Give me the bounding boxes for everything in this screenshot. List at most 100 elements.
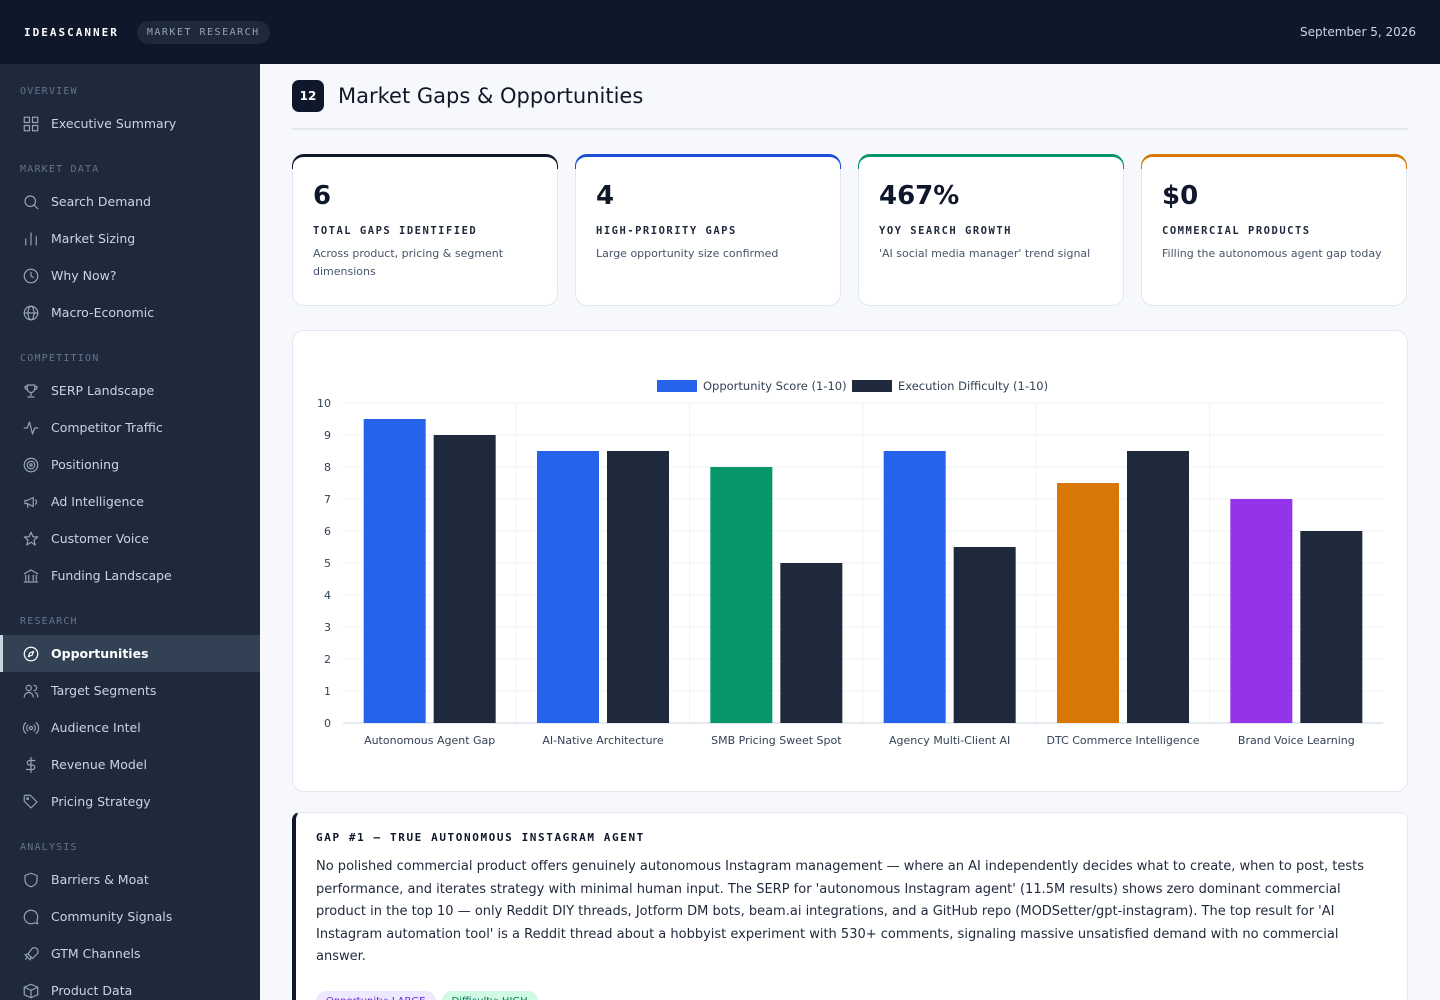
bank-icon bbox=[22, 567, 40, 585]
sidebar-item-customer-voice[interactable]: Customer Voice bbox=[0, 520, 260, 557]
stat-value: 6 bbox=[313, 181, 332, 211]
sidebar-item-why-now[interactable]: Why Now? bbox=[0, 257, 260, 294]
bar-opportunity bbox=[1230, 499, 1293, 723]
bar-opportunity bbox=[710, 467, 773, 723]
stat-card: 6 TOTAL GAPS IDENTIFIED Across product, pr… bbox=[292, 154, 558, 306]
report-date: September 5, 2026 bbox=[1300, 25, 1416, 39]
tag-icon bbox=[22, 793, 40, 811]
message-icon bbox=[22, 908, 40, 926]
bar-opportunity bbox=[363, 419, 426, 723]
bar-opportunity bbox=[1057, 483, 1119, 723]
sidebar-item-label: Market Sizing bbox=[51, 231, 136, 246]
y-tick-label: 0 bbox=[324, 717, 331, 730]
sidebar-item-executive-summary[interactable]: Executive Summary bbox=[0, 105, 260, 142]
sidebar-item-market-sizing[interactable]: Market Sizing bbox=[0, 220, 260, 257]
sidebar-item-product-data[interactable]: Product Data bbox=[0, 972, 260, 1000]
y-tick-label: 8 bbox=[324, 461, 331, 474]
sidebar-item-community-signals[interactable]: Community Signals bbox=[0, 898, 260, 935]
sidebar-item-ad-intelligence[interactable]: Ad Intelligence bbox=[0, 483, 260, 520]
sidebar-item-label: Product Data bbox=[51, 983, 133, 998]
sidebar-item-label: Barriers & Moat bbox=[51, 872, 149, 887]
search-icon bbox=[22, 193, 40, 211]
difficulty-tag: Difficulty: HIGH bbox=[441, 990, 538, 1000]
grid-icon bbox=[22, 115, 40, 133]
sidebar-item-label: Executive Summary bbox=[51, 116, 177, 131]
target-icon bbox=[22, 456, 40, 474]
stat-label: COMMERCIAL PRODUCTS bbox=[1162, 225, 1311, 237]
stat-card: 4 HIGH-PRIORITY GAPS Large opportunity siz… bbox=[575, 154, 841, 306]
stat-description: Across product, pricing & segment dimens… bbox=[313, 247, 504, 279]
stat-label: YOY SEARCH GROWTH bbox=[879, 225, 1012, 237]
dollar-icon bbox=[22, 756, 40, 774]
sidebar-item-label: Funding Landscape bbox=[51, 568, 172, 583]
sidebar-item-label: Customer Voice bbox=[51, 531, 149, 546]
sidebar-section-label: ANALYSIS bbox=[20, 842, 78, 853]
sidebar-item-label: Pricing Strategy bbox=[51, 794, 151, 809]
box-icon bbox=[22, 982, 40, 1000]
sidebar-item-label: SERP Landscape bbox=[51, 383, 155, 398]
sidebar-item-label: Competitor Traffic bbox=[51, 420, 163, 435]
page-header: 12 Market Gaps & Opportunities bbox=[292, 64, 1408, 130]
sidebar-item-label: Search Demand bbox=[51, 194, 151, 209]
shield-icon bbox=[22, 871, 40, 889]
stat-description: 'AI social media manager' trend signal bbox=[879, 247, 1091, 260]
sidebar-item-macro-economic[interactable]: Macro-Economic bbox=[0, 294, 260, 331]
sidebar-item-label: Audience Intel bbox=[51, 720, 141, 735]
trophy-icon bbox=[22, 382, 40, 400]
y-tick-label: 4 bbox=[324, 589, 331, 602]
sidebar-item-label: Ad Intelligence bbox=[51, 494, 144, 509]
compass-icon bbox=[22, 645, 40, 663]
x-tick-label: SMB Pricing Sweet Spot bbox=[711, 734, 842, 747]
sidebar-section-label: RESEARCH bbox=[20, 616, 78, 627]
sidebar-item-competitor-traffic[interactable]: Competitor Traffic bbox=[0, 409, 260, 446]
sidebar-item-positioning[interactable]: Positioning bbox=[0, 446, 260, 483]
stat-value: 467% bbox=[879, 181, 960, 211]
opportunity-chart: 0 1 2 3 4 5 6 7 8 9 10 Autonomous Agent Gap AI-Nativ… bbox=[292, 330, 1408, 792]
y-tick-label: 6 bbox=[324, 525, 331, 538]
gap-tags: Opportunity: LARGE Difficulty: HIGH bbox=[316, 990, 1387, 1000]
bar-difficulty bbox=[607, 451, 669, 723]
sidebar-item-revenue-model[interactable]: Revenue Model bbox=[0, 746, 260, 783]
sidebar-item-gtm-channels[interactable]: GTM Channels bbox=[0, 935, 260, 972]
section-number-badge: 12 bbox=[292, 80, 324, 112]
stat-value: 4 bbox=[596, 181, 615, 211]
bar-difficulty bbox=[780, 563, 843, 723]
y-tick-label: 2 bbox=[324, 653, 331, 666]
x-tick-label: DTC Commerce Intelligence bbox=[1047, 734, 1200, 747]
page-title: Market Gaps & Opportunities bbox=[338, 84, 644, 108]
sidebar-item-label: Why Now? bbox=[51, 268, 117, 283]
sidebar-item-label: Revenue Model bbox=[51, 757, 147, 772]
stat-cards: 6 TOTAL GAPS IDENTIFIED Across product, pr… bbox=[292, 154, 1408, 306]
sidebar: OVERVIEW Executive Summary MARKET DATA Sear… bbox=[0, 64, 260, 1000]
sidebar-item-search-demand[interactable]: Search Demand bbox=[0, 183, 260, 220]
sidebar-item-label: GTM Channels bbox=[51, 946, 141, 961]
sidebar-item-label: Macro-Economic bbox=[51, 305, 155, 320]
stat-card: $0 COMMERCIAL PRODUCTS Filling the autonom… bbox=[1141, 154, 1407, 306]
bar-opportunity bbox=[883, 451, 946, 723]
sidebar-item-label: Positioning bbox=[51, 457, 119, 472]
bar-difficulty bbox=[1300, 531, 1363, 723]
sidebar-item-audience-intel[interactable]: Audience Intel bbox=[0, 709, 260, 746]
users-icon bbox=[22, 682, 40, 700]
sidebar-item-pricing-strategy[interactable]: Pricing Strategy bbox=[0, 783, 260, 820]
sidebar-item-label: Opportunities bbox=[51, 646, 149, 661]
globe-icon bbox=[22, 304, 40, 322]
sidebar-item-target-segments[interactable]: Target Segments bbox=[0, 672, 260, 709]
clock-icon bbox=[22, 267, 40, 285]
x-tick-label: Agency Multi-Client AI bbox=[889, 734, 1010, 747]
sidebar-item-funding-landscape[interactable]: Funding Landscape bbox=[0, 557, 260, 594]
y-tick-label: 7 bbox=[324, 493, 331, 506]
bar-difficulty bbox=[953, 547, 1016, 723]
rocket-icon bbox=[22, 945, 40, 963]
y-tick-label: 5 bbox=[324, 557, 331, 570]
legend-label: Execution Difficulty (1-10) bbox=[898, 379, 1048, 393]
gap-title: GAP #1 — TRUE AUTONOMOUS INSTAGRAM AGENT bbox=[316, 831, 645, 844]
sidebar-item-barriers-moat[interactable]: Barriers & Moat bbox=[0, 861, 260, 898]
sidebar-item-serp-landscape[interactable]: SERP Landscape bbox=[0, 372, 260, 409]
legend-swatch bbox=[852, 380, 892, 392]
sidebar-item-opportunities[interactable]: Opportunities bbox=[0, 635, 260, 672]
stat-value: $0 bbox=[1162, 181, 1199, 211]
brand-logo[interactable]: IDEASCANNER bbox=[24, 25, 119, 39]
sidebar-item-label: Community Signals bbox=[51, 909, 173, 924]
sidebar-item-label: Target Segments bbox=[51, 683, 157, 698]
